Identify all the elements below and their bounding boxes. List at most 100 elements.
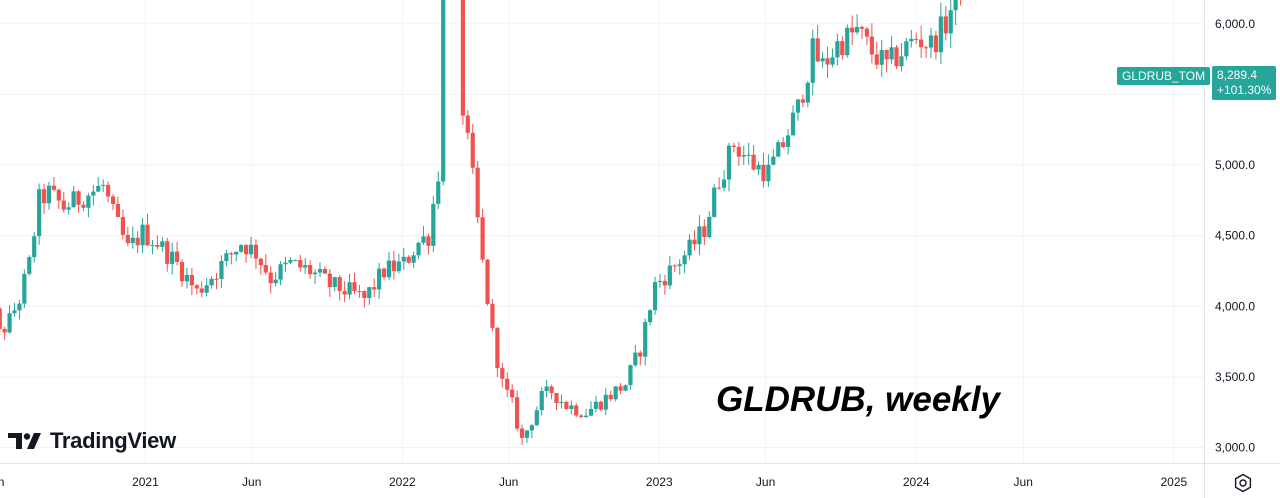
- candle-body: [534, 410, 539, 426]
- candle-body: [396, 261, 401, 272]
- candle-body: [174, 251, 180, 262]
- candle-up: [524, 430, 530, 444]
- candle-body: [554, 393, 559, 404]
- candle-body: [776, 142, 781, 157]
- candle-body: [830, 57, 835, 65]
- candle-body: [692, 239, 697, 245]
- candle-up: [293, 259, 298, 262]
- candle-down: [761, 152, 766, 188]
- candle-down: [549, 384, 554, 400]
- candle-body: [485, 259, 490, 304]
- candle-up: [312, 269, 318, 285]
- candle-body: [519, 428, 525, 438]
- candle-up: [332, 276, 337, 292]
- candle-down: [923, 45, 929, 58]
- candle-body: [465, 115, 470, 133]
- candle-body: [938, 16, 943, 53]
- settings-gear-icon[interactable]: [1233, 473, 1253, 493]
- candle-down: [859, 25, 865, 39]
- candle-up: [224, 249, 229, 267]
- candle-up: [603, 387, 608, 416]
- candle-up: [928, 27, 934, 59]
- candle-down: [960, 0, 962, 6]
- candle-down: [229, 251, 234, 265]
- last-price-badge[interactable]: 8,289.4 +101.30%: [1212, 66, 1276, 100]
- candle-up: [583, 408, 589, 418]
- candle-body: [253, 244, 259, 259]
- candle-up: [879, 40, 884, 78]
- candle-down: [155, 235, 160, 250]
- candle-up: [953, 0, 958, 26]
- candle-up: [544, 379, 549, 398]
- candle-body: [86, 195, 91, 208]
- candle-body: [820, 58, 825, 62]
- candle-body: [66, 207, 71, 210]
- candle-body: [894, 47, 899, 67]
- candle-body: [928, 35, 934, 48]
- candle-body: [243, 245, 249, 255]
- candle-up: [22, 269, 27, 308]
- candle-up: [697, 215, 702, 256]
- candle-body: [529, 425, 534, 431]
- candle-body: [229, 253, 234, 255]
- candle-down: [475, 161, 480, 224]
- candle-body: [436, 181, 441, 204]
- candle-body: [7, 313, 12, 333]
- candle-up: [790, 105, 796, 136]
- candle-down: [717, 177, 722, 190]
- candle-body: [835, 41, 840, 58]
- candle-down: [736, 141, 741, 166]
- candle-body: [352, 282, 357, 292]
- candle-body: [170, 251, 175, 264]
- candle-body: [357, 291, 362, 293]
- tradingview-wordmark: TradingView: [50, 428, 176, 453]
- candle-body: [859, 26, 865, 29]
- candle-down: [914, 32, 919, 44]
- candle-up: [682, 250, 687, 274]
- candle-body: [224, 253, 229, 262]
- candle-body: [130, 237, 135, 244]
- candle-body: [71, 191, 76, 208]
- candle-down: [662, 274, 668, 295]
- candle-up: [534, 406, 539, 426]
- candle-down: [500, 362, 505, 388]
- candle-up: [377, 262, 382, 299]
- candle-body: [756, 164, 761, 170]
- candle-down: [165, 237, 170, 272]
- candle-body: [165, 241, 170, 264]
- candle-down: [81, 201, 86, 212]
- candle-body: [786, 135, 791, 147]
- candle-body: [81, 204, 86, 208]
- candle-body: [303, 264, 308, 268]
- candle-body: [406, 256, 411, 263]
- candle-body: [884, 49, 889, 60]
- candle-body: [638, 352, 643, 357]
- candle-body: [258, 258, 263, 266]
- candle-up: [593, 396, 599, 413]
- candle-down: [751, 145, 756, 171]
- candle-up: [539, 387, 544, 416]
- candle-down: [125, 227, 130, 247]
- candle-body: [588, 408, 594, 416]
- candle-down: [391, 251, 397, 280]
- candle-body: [790, 112, 796, 136]
- candle-body: [933, 35, 939, 53]
- candle-body: [539, 391, 544, 411]
- candle-up: [677, 259, 682, 275]
- candle-down: [106, 181, 111, 203]
- candle-down: [702, 219, 707, 246]
- candle-body: [613, 386, 618, 400]
- candle-up: [820, 51, 825, 68]
- candle-down: [554, 392, 559, 411]
- candle-body: [598, 401, 603, 410]
- candle-up: [273, 271, 278, 287]
- candle-up: [938, 2, 943, 65]
- candle-up: [303, 258, 308, 274]
- candle-down: [258, 257, 263, 275]
- candle-down: [308, 260, 313, 279]
- symbol-badge[interactable]: GLDRUB_TOM: [1117, 67, 1211, 85]
- candle-down: [638, 350, 643, 366]
- candle-body: [32, 236, 37, 258]
- candle-body: [278, 264, 283, 280]
